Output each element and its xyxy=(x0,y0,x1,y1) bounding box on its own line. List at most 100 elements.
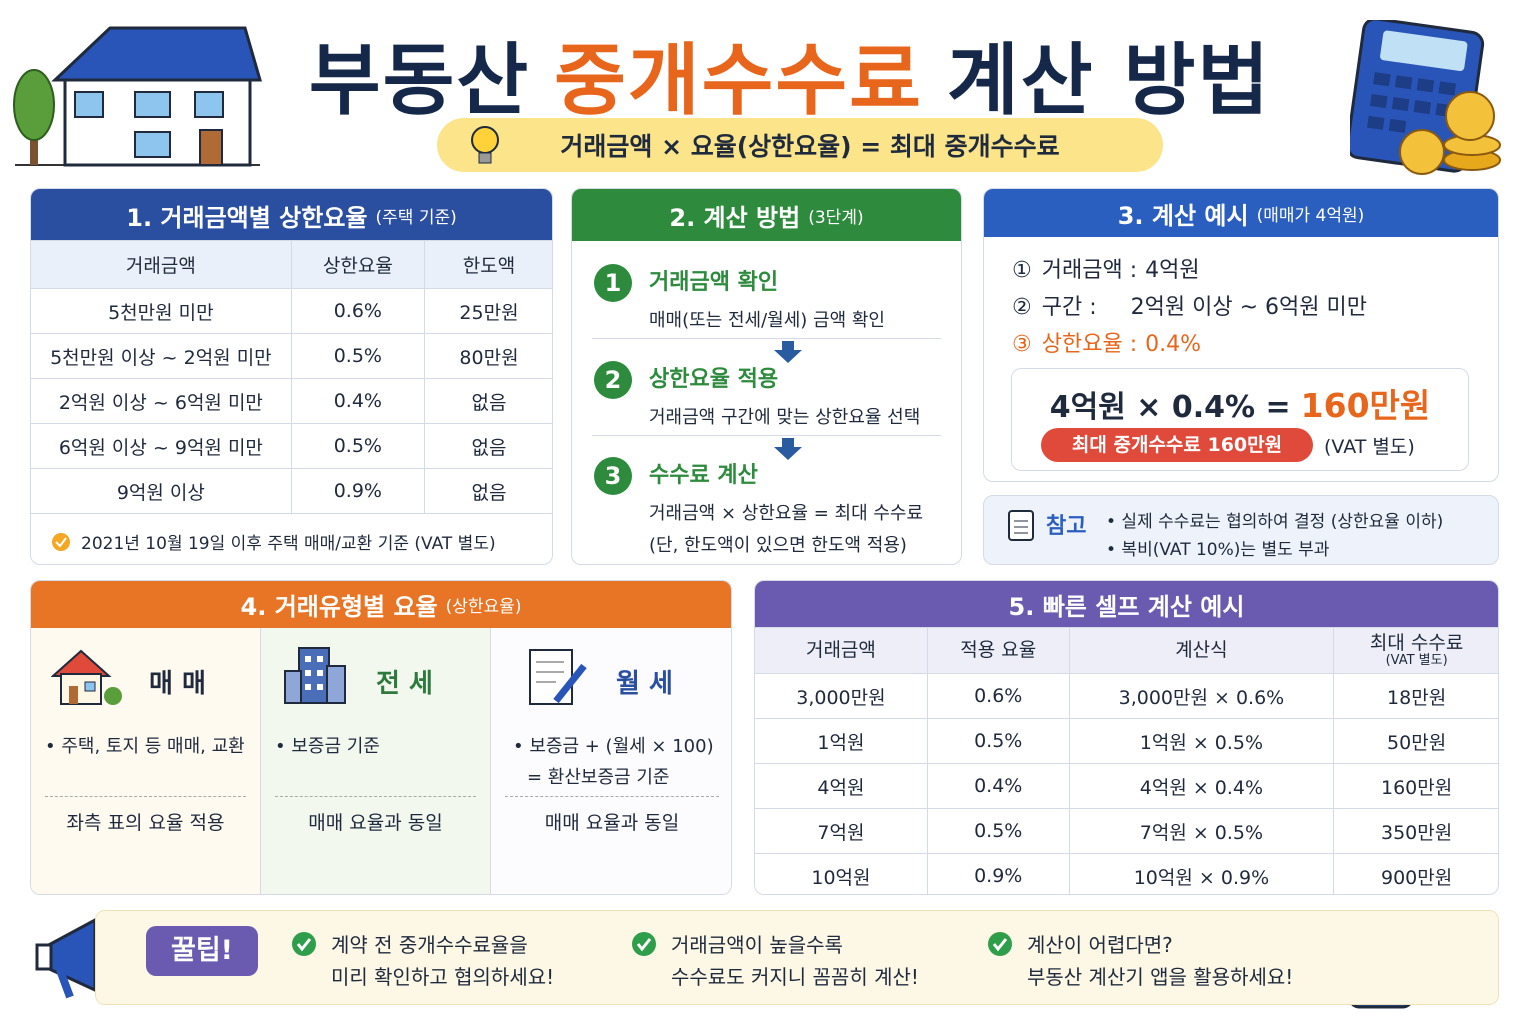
type-name: 전 세 xyxy=(376,669,433,699)
divider xyxy=(592,338,941,339)
title-part: 부동산 xyxy=(308,36,531,126)
section-subtitle: (상한요율) xyxy=(445,597,522,617)
type-footer: 좌측 표의 요율 적용 xyxy=(66,812,225,834)
column-header: 상한요율 xyxy=(290,240,425,289)
self-calc-table: 거래금액 적용 요율 계산식 최대 수수료 (VAT 별도) 3,000만원 0.6% 3,0… xyxy=(755,627,1498,894)
section-header: 1. 거래금액별 상한요율 (주택 기준) xyxy=(31,189,552,241)
note-line: • 실제 수수료는 협의하여 결정 (상한요율 이하) xyxy=(1106,512,1444,532)
table-cell: 7억원 xyxy=(755,808,928,854)
formula-text: 거래금액 × 요율(상한요율) = 최대 중개수수료 xyxy=(560,132,1060,161)
note-line: • 복비(VAT 10%)는 별도 부과 xyxy=(1106,540,1330,560)
section-title: 3. 계산 예시 xyxy=(1117,201,1249,230)
item-value: 4억원 xyxy=(1145,258,1200,283)
table-cell: 0.9% xyxy=(926,853,1070,894)
table-row: 9억원 이상 0.9% 없음 xyxy=(31,468,552,514)
table-cell: 1억원 xyxy=(755,718,928,764)
step-desc: 매매(또는 전세/월세) 금액 확인 xyxy=(649,310,885,331)
table-cell: 0.4% xyxy=(290,378,425,424)
table-cell: 25만원 xyxy=(423,288,552,334)
column-title: 거래금액 xyxy=(805,638,876,661)
tip-line: 부동산 계산기 앱을 활용하세요! xyxy=(1027,965,1294,989)
type-icon xyxy=(529,649,587,705)
table-cell: 1억원 × 0.5% xyxy=(1068,718,1335,764)
type-icon xyxy=(284,647,346,704)
column-title: 최대 수수료 xyxy=(1369,631,1464,654)
formula-result: 160만원 xyxy=(1300,386,1431,425)
dashed-divider xyxy=(45,796,246,797)
step-desc: (단, 한도액이 있으면 한도액 적용) xyxy=(649,535,907,556)
column-title: 계산식 xyxy=(1175,638,1228,661)
type-column: 월 세 • 보증금 + (월세 × 100) = 환산보증금 기준 매매 요율과 동일 xyxy=(490,628,731,894)
tip-line: 계산이 어렵다면? xyxy=(1027,933,1173,957)
section-header: 2. 계산 방법 (3단계) xyxy=(572,189,961,241)
section-header: 3. 계산 예시 (매매가 4억원) xyxy=(984,189,1498,237)
item-value: 2억원 이상 ~ 6억원 미만 xyxy=(1130,295,1367,320)
column-header: 거래금액 xyxy=(31,240,292,289)
table-cell: 900만원 xyxy=(1333,853,1498,894)
tip-line: 미리 확인하고 협의하세요! xyxy=(331,965,555,989)
item-label: 상한요율 : xyxy=(1041,332,1138,357)
section-header: 5. 빠른 셀프 계산 예시 xyxy=(755,581,1498,628)
table-row: 3,000만원 0.6% 3,000만원 × 0.6% 18만원 xyxy=(755,673,1498,719)
table-cell: 없음 xyxy=(423,378,552,424)
table-cell: 10억원 × 0.9% xyxy=(1068,853,1335,894)
type-bullet: • 보증금 + (월세 × 100) xyxy=(513,736,714,757)
check-icon xyxy=(632,932,656,956)
table-cell: 3,000만원 × 0.6% xyxy=(1068,673,1335,719)
example-item: ① 거래금액 : 4억원 xyxy=(1012,252,1200,284)
dashed-divider xyxy=(275,796,476,797)
example-item: ② 구간 : 2억원 이상 ~ 6억원 미만 xyxy=(1012,289,1367,321)
section-title: 1. 거래금액별 상한요율 xyxy=(126,203,368,232)
column-note: (VAT 별도) xyxy=(1385,652,1448,668)
type-footer: 매매 요율과 동일 xyxy=(544,812,680,834)
tip-line: 계약 전 중개수수료율을 xyxy=(331,933,528,957)
result-formula: 4억원 × 0.4% = 160만원 xyxy=(1012,379,1468,427)
type-column: 전 세 • 보증금 기준 매매 요율과 동일 xyxy=(260,628,490,894)
table-cell: 0.4% xyxy=(926,763,1070,809)
section-panel: 3. 계산 예시 (매매가 4억원) ① 거래금액 : 4억원 ② 구간 : 2억원 이상 ~… xyxy=(983,188,1499,482)
step-title: 수수료 계산 xyxy=(649,463,758,488)
table-cell: 4억원 xyxy=(755,763,928,809)
column-title: 적용 요율 xyxy=(960,638,1037,661)
item-label: 구간 : xyxy=(1041,295,1097,320)
table-row: 2억원 이상 ~ 6억원 미만 0.4% 없음 xyxy=(31,378,552,424)
result-badge: 최대 중개수수료 160만원 xyxy=(1041,428,1313,462)
item-label: 거래금액 : xyxy=(1041,258,1138,283)
section-panel: 1. 거래금액별 상한요율 (주택 기준) 거래금액 상한요율 한도액 5천만원 미만 0.… xyxy=(30,188,553,565)
table-cell: 0.6% xyxy=(926,673,1070,719)
table-cell: 0.5% xyxy=(290,423,425,469)
dashed-divider xyxy=(505,796,719,797)
table-row: 7억원 0.5% 7억원 × 0.5% 350만원 xyxy=(755,808,1498,854)
table-row: 1억원 0.5% 1억원 × 0.5% 50만원 xyxy=(755,718,1498,764)
clipboard-icon xyxy=(1008,510,1034,541)
section-title: 2. 계산 방법 xyxy=(669,203,801,232)
calculator-illustration xyxy=(1350,20,1501,175)
tips-label: 꿀팁! xyxy=(146,926,258,976)
table-row: 5천만원 미만 0.6% 25만원 xyxy=(31,288,552,334)
table-note: 2021년 10월 19일 이후 주택 매매/교환 기준 (VAT 별도) xyxy=(51,529,496,554)
table-cell: 18만원 xyxy=(1333,673,1498,719)
table-row: 4억원 0.4% 4억원 × 0.4% 160만원 xyxy=(755,763,1498,809)
section-subtitle: (3단계) xyxy=(808,207,864,228)
table-cell: 80만원 xyxy=(423,333,552,379)
down-arrow xyxy=(774,341,802,363)
title: 부동산 중개수수료 계산 방법 xyxy=(270,18,1310,130)
item-marker: ② xyxy=(1012,295,1032,320)
rate-table: 거래금액 상한요율 한도액 5천만원 미만 0.6% 25만원 5천만원 이상 ~ 2억원 … xyxy=(31,240,552,514)
column-header: 계산식 xyxy=(1068,627,1335,674)
down-arrow xyxy=(774,438,802,460)
item-marker: ③ xyxy=(1012,332,1032,357)
section-title: 4. 거래유형별 요율 xyxy=(240,593,438,621)
check-icon xyxy=(988,932,1012,956)
table-cell: 160만원 xyxy=(1333,763,1498,809)
type-bullet: • 주택, 토지 등 매매, 교환 xyxy=(45,736,245,757)
header-row: 거래금액 적용 요율 계산식 최대 수수료 (VAT 별도) xyxy=(755,627,1498,674)
type-name: 월 세 xyxy=(616,669,673,699)
table-row: 6억원 이상 ~ 9억원 미만 0.5% 없음 xyxy=(31,423,552,469)
table-cell: 3,000만원 xyxy=(755,673,928,719)
step-title: 거래금액 확인 xyxy=(649,270,779,295)
type-icon xyxy=(51,649,122,705)
column-header: 적용 요율 xyxy=(926,627,1070,674)
